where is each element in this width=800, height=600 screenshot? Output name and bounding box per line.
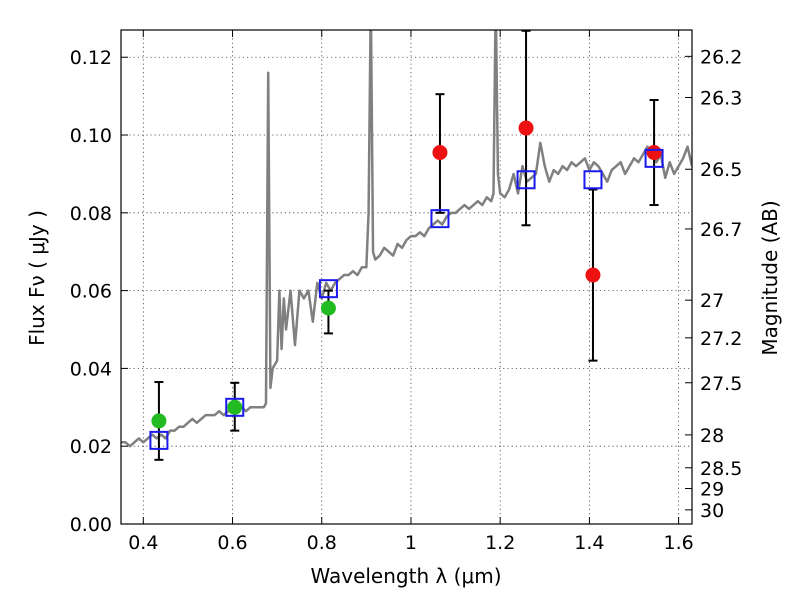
model-photometry-square <box>583 170 603 190</box>
y2-tick-label: 29 <box>700 479 724 501</box>
observed-flux-point <box>227 399 243 415</box>
y2-tick-label: 26.5 <box>700 159 742 181</box>
y2-axis-label: Magnitude (AB) <box>758 200 782 355</box>
y2-tick-label: 28.5 <box>700 458 742 480</box>
observed-flux-point <box>320 300 336 316</box>
y2-tick-label: 30 <box>700 500 724 522</box>
model-spectrum-line <box>121 30 692 448</box>
y-tick-label: 0.04 <box>70 358 112 380</box>
x-tick-label: 0.8 <box>307 532 337 554</box>
data-point-layer <box>149 120 664 450</box>
y2-tick-label: 27 <box>700 290 724 312</box>
y2-tick-label: 26.2 <box>700 46 742 68</box>
plot-frame <box>120 29 693 525</box>
y-tick-labels: 0.00 0.02 0.04 0.06 0.08 0.10 0.12 <box>70 47 112 536</box>
x-tick-label: 0.4 <box>128 532 158 554</box>
y2-tick-label: 28 <box>700 425 724 447</box>
y-tick-label: 0.10 <box>70 125 112 147</box>
error-bar-layer <box>154 30 659 461</box>
y2-tick-label: 26.3 <box>700 87 742 109</box>
y-tick-label: 0.00 <box>70 514 112 536</box>
x-tick-labels: 0.4 0.6 0.8 1 1.2 1.4 1.6 <box>128 532 694 554</box>
grid <box>121 30 692 525</box>
observed-flux-point <box>151 413 167 429</box>
y-tick-label: 0.12 <box>70 47 112 69</box>
x-tick-label: 0.6 <box>217 532 247 554</box>
x-tick-label: 1.4 <box>574 532 604 554</box>
model-photometry-square <box>318 279 338 299</box>
model-photometry-square <box>225 397 245 417</box>
y2-tick-label: 27.2 <box>700 328 742 350</box>
observed-flux-point <box>518 120 534 136</box>
x-tick-label: 1 <box>405 532 417 554</box>
y-axis-label: Flux Fν ( μJy ) <box>25 210 49 346</box>
tick-marks <box>121 30 692 525</box>
observed-flux-point <box>646 145 662 161</box>
model-photometry-square <box>644 148 664 168</box>
model-photometry-square <box>516 170 536 190</box>
x-tick-label: 1.2 <box>485 532 515 554</box>
y-tick-label: 0.06 <box>70 281 112 303</box>
x-tick-label: 1.6 <box>664 532 694 554</box>
x-axis-label: Wavelength λ (μm) <box>310 564 501 588</box>
y2-tick-label: 26.7 <box>700 219 742 241</box>
observed-flux-point <box>432 145 448 161</box>
y2-tick-label: 27.5 <box>700 373 742 395</box>
model-spectrum-layer <box>121 30 692 448</box>
observed-flux-point <box>585 267 601 283</box>
model-photometry-square <box>430 209 450 229</box>
model-photometry-square <box>149 430 169 450</box>
y-tick-label: 0.02 <box>70 436 112 458</box>
y-tick-label: 0.08 <box>70 203 112 225</box>
